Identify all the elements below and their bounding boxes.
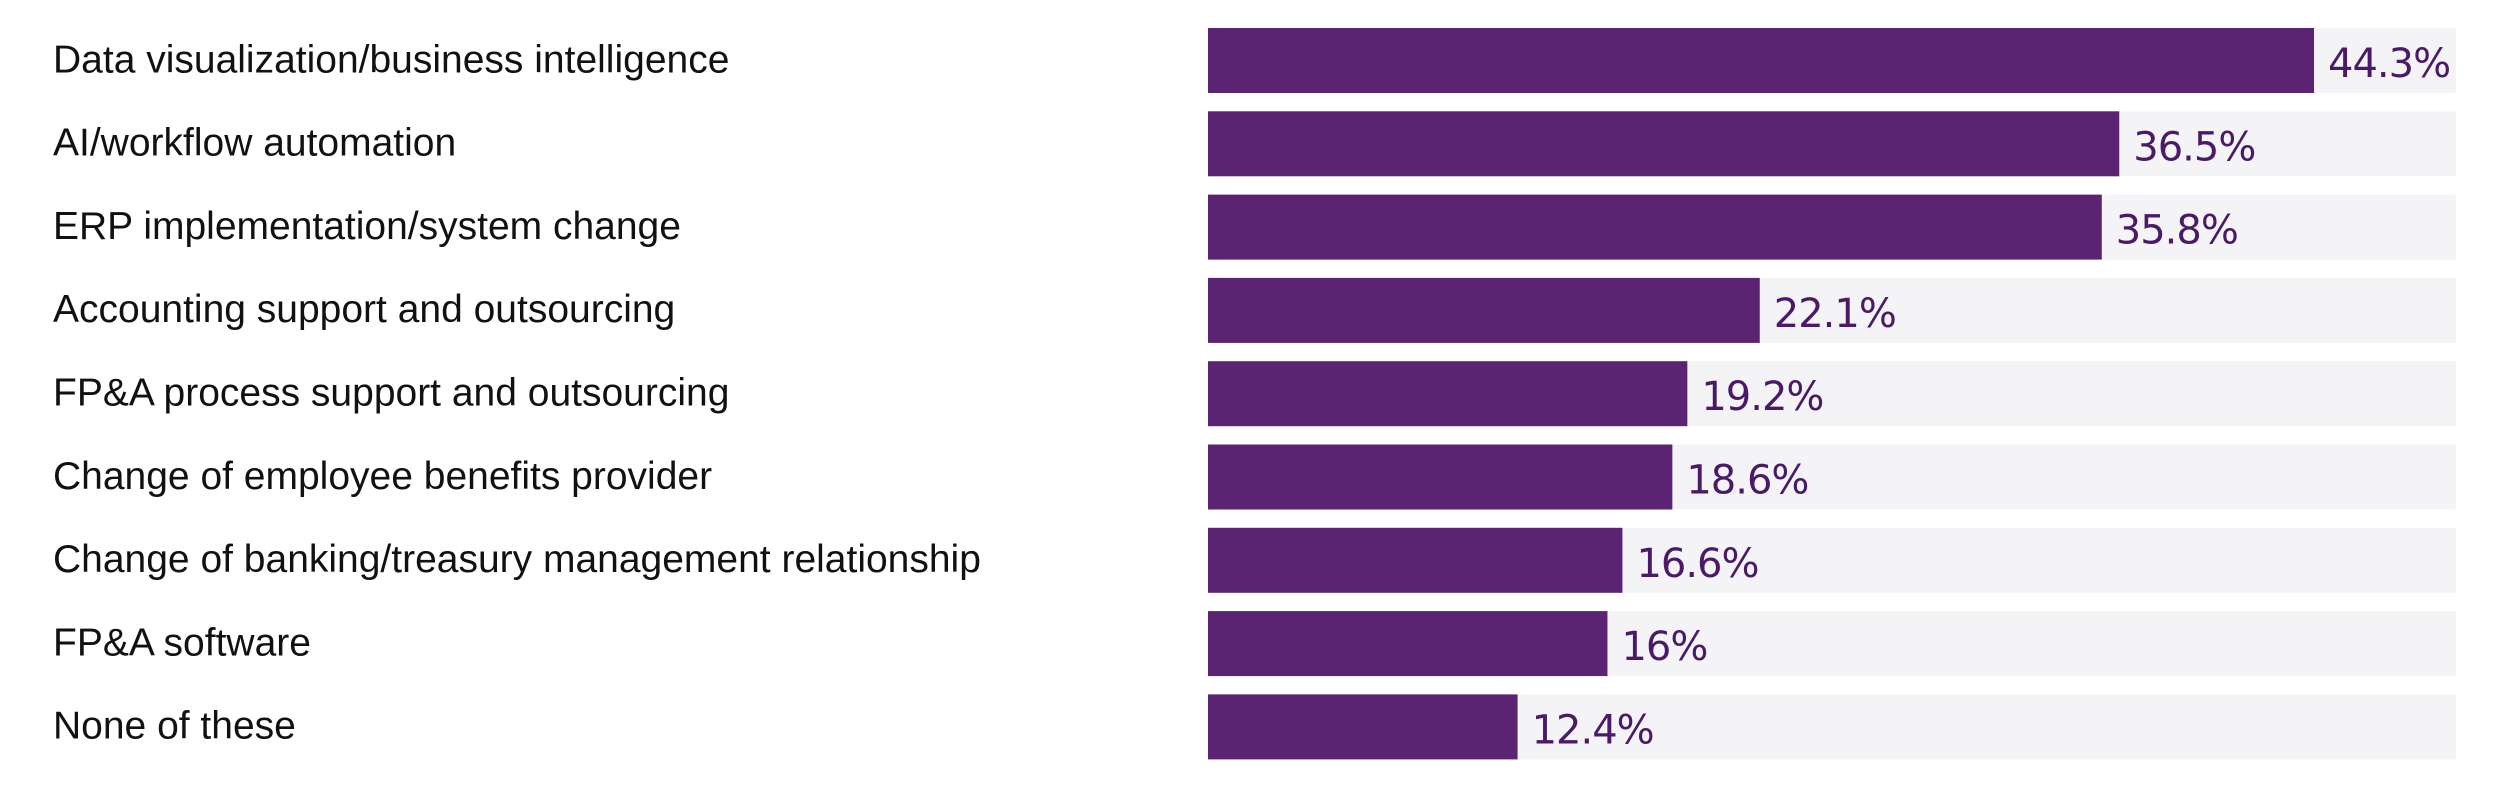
- category-label: ERP implementation/system change: [53, 205, 681, 248]
- category-labels: Data visualization/business intelligence…: [53, 38, 981, 747]
- bar: [1208, 361, 1688, 427]
- bar: [1208, 28, 2314, 93]
- bar: [1208, 527, 1623, 593]
- value-label: 35.8%: [2116, 208, 2238, 254]
- value-label: 12.4%: [1532, 707, 1654, 753]
- bars: [1208, 28, 2314, 760]
- bar: [1208, 277, 1760, 343]
- bar: [1208, 611, 1608, 677]
- category-label: Accounting support and outsourcing: [53, 288, 675, 331]
- value-labels: 44.3% 36.5% 35.8% 22.1% 19.2% 18.6% 16.6% 16% 12…: [1532, 41, 2451, 753]
- category-label: None of these: [53, 705, 296, 748]
- value-label: 22.1%: [1774, 291, 1896, 337]
- bar: [1208, 444, 1673, 510]
- category-label: Change of employee benefits provider: [53, 455, 712, 498]
- category-label: FP&A process support and outsourcing: [53, 371, 729, 414]
- bar: [1208, 111, 2120, 177]
- value-label: 36.5%: [2133, 124, 2255, 170]
- bar: [1208, 694, 1518, 760]
- value-label: 18.6%: [1686, 458, 1808, 504]
- value-label: 16.6%: [1636, 541, 1758, 587]
- category-label: AI/workflow automation: [53, 122, 456, 165]
- bar: [1208, 194, 2102, 260]
- category-label: Data visualization/business intelligence: [53, 38, 729, 81]
- value-label: 44.3%: [2328, 41, 2450, 87]
- value-label: 19.2%: [1701, 374, 1823, 420]
- category-label: FP&A software: [53, 621, 311, 664]
- value-label: 16%: [1621, 624, 1707, 670]
- category-label: Change of banking/treasury management re…: [53, 538, 981, 581]
